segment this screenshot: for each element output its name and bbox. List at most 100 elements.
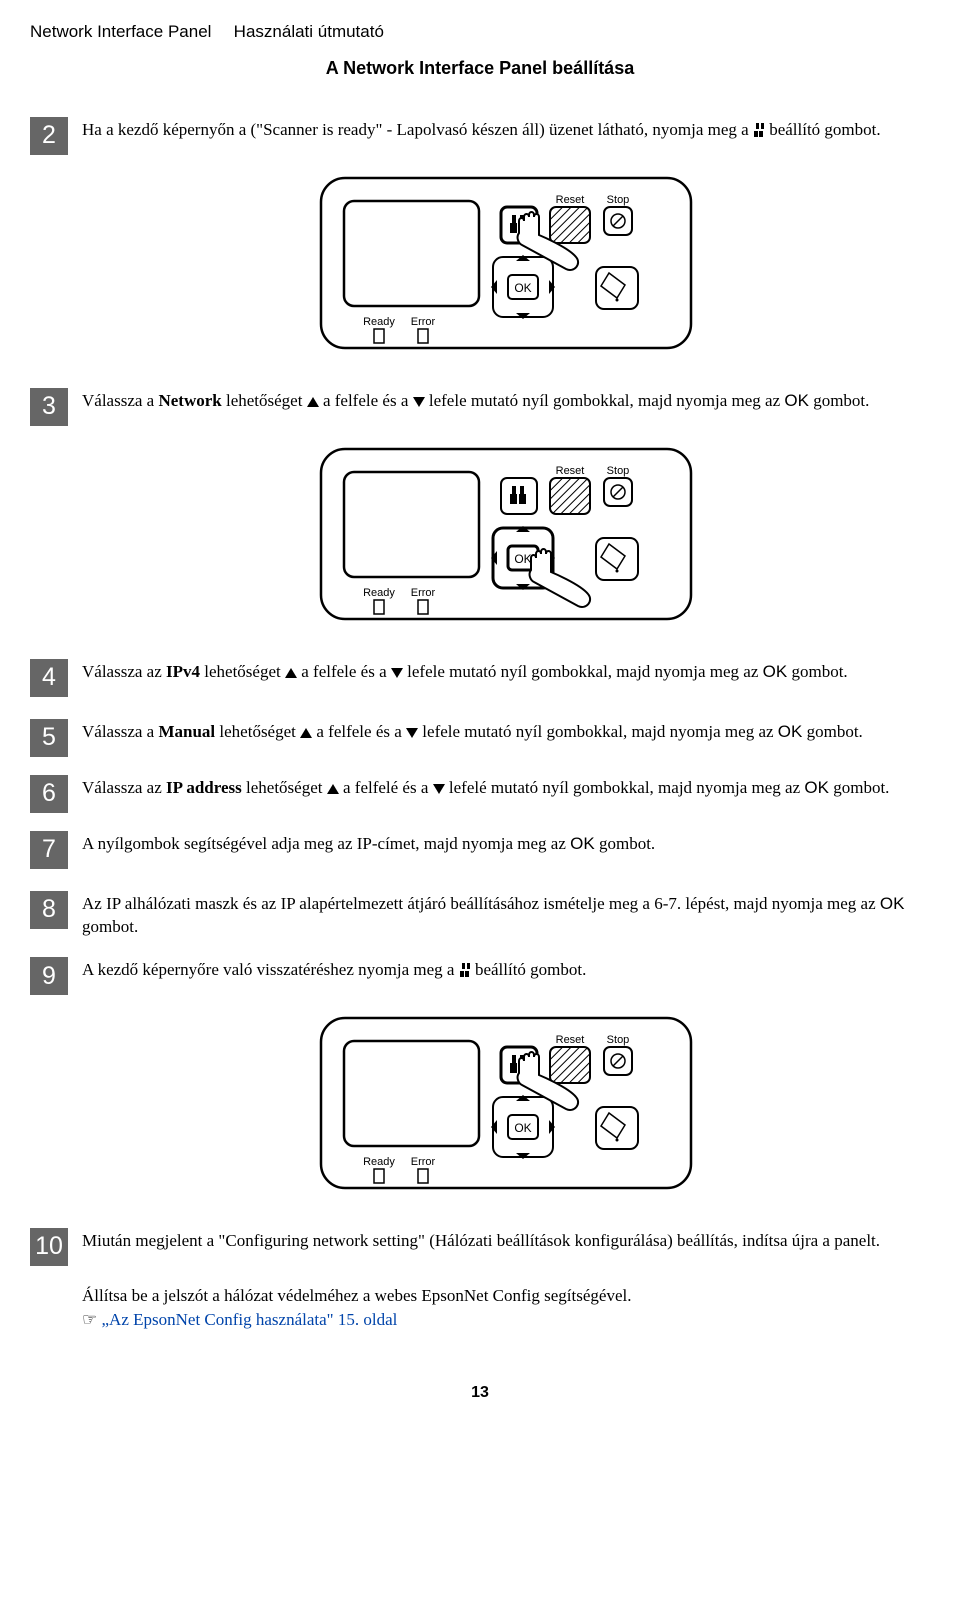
step-6: 6 Válassza az IP address lehetőséget a f… — [82, 775, 930, 813]
panel-figure-1: Ready Error Reset Stop — [82, 173, 930, 360]
note-block: Állítsa be a jelszót a hálózat védelméhe… — [82, 1284, 930, 1332]
step-5: 5 Válassza a Manual lehetőséget a felfel… — [82, 719, 930, 757]
step-number: 7 — [30, 831, 68, 869]
down-arrow-icon — [406, 728, 418, 738]
step-text: lefelé mutató nyíl gombokkal, majd nyomj… — [445, 778, 805, 797]
step-sans: OK — [763, 662, 788, 681]
step-number: 6 — [30, 775, 68, 813]
step-2: 2 Ha a kezdő képernyőn a ("Scanner is re… — [82, 117, 930, 155]
step-bold: IP address — [166, 778, 242, 797]
step-text: gombot. — [802, 722, 862, 741]
up-arrow-icon — [285, 668, 297, 678]
step-sans: OK — [880, 894, 905, 913]
step-text: A nyílgombok segítségével adja meg az IP… — [82, 834, 570, 853]
step-body: A nyílgombok segítségével adja meg az IP… — [82, 831, 930, 856]
up-arrow-icon — [307, 397, 319, 407]
step-text: Válassza a — [82, 391, 158, 410]
ok-label: OK — [514, 1121, 531, 1135]
ok-label: OK — [514, 552, 531, 566]
step-9: 9 A kezdő képernyőre való visszatéréshez… — [82, 957, 930, 995]
step-body: Válassza az IPv4 lehetőséget a felfele é… — [82, 659, 930, 684]
step-text: lefele mutató nyíl gombokkal, majd nyomj… — [403, 662, 763, 681]
step-text: Válassza az — [82, 778, 166, 797]
step-bold: Manual — [158, 722, 215, 741]
step-number: 10 — [30, 1228, 68, 1266]
step-body: Az IP alhálózati maszk és az IP alapérte… — [82, 891, 930, 940]
step-text: a felfele és a — [312, 722, 406, 741]
step-7: 7 A nyílgombok segítségével adja meg az … — [82, 831, 930, 869]
step-3: 3 Válassza a Network lehetőséget a felfe… — [82, 388, 930, 426]
stop-label: Stop — [607, 465, 630, 477]
step-sans: OK — [784, 391, 809, 410]
step-body: Válassza az IP address lehetőséget a fel… — [82, 775, 930, 800]
step-body: Miután megjelent a "Configuring network … — [82, 1228, 930, 1253]
step-text: Ha a kezdő képernyőn a ("Scanner is read… — [82, 120, 753, 139]
step-body: A kezdő képernyőre való visszatéréshez n… — [82, 957, 930, 982]
step-sans: OK — [778, 722, 803, 741]
step-body: Válassza a Network lehetőséget a felfele… — [82, 388, 930, 413]
section-title: A Network Interface Panel beállítása — [30, 56, 930, 81]
step-text: gombot. — [809, 391, 869, 410]
step-bold: IPv4 — [166, 662, 200, 681]
page-header: Network Interface Panel Használati útmut… — [30, 20, 930, 44]
step-text: Válassza az — [82, 662, 166, 681]
step-8: 8 Az IP alhálózati maszk és az IP alapér… — [82, 891, 930, 940]
panel-figure-3: Ready Error Reset Stop OK — [82, 1013, 930, 1200]
pointer-icon: ☞ — [82, 1310, 97, 1329]
reset-label: Reset — [556, 465, 585, 477]
step-text: gombot. — [829, 778, 889, 797]
down-arrow-icon — [413, 397, 425, 407]
note-line1: Állítsa be a jelszót a hálózat védelméhe… — [82, 1284, 930, 1308]
step-text: gombot. — [82, 917, 138, 936]
step-10: 10 Miután megjelent a "Configuring netwo… — [82, 1228, 930, 1266]
step-4: 4 Válassza az IPv4 lehetőséget a felfele… — [82, 659, 930, 697]
reset-label: Reset — [556, 194, 585, 206]
step-text: gombot. — [787, 662, 847, 681]
ready-label: Ready — [363, 1156, 395, 1168]
step-text: Miután megjelent a "Configuring network … — [82, 1229, 930, 1253]
panel-figure-2: Ready Error Reset Stop OK — [82, 444, 930, 631]
step-sans: OK — [804, 778, 829, 797]
reset-label: Reset — [556, 1034, 585, 1046]
step-text: lehetőséget — [215, 722, 300, 741]
step-text: Válassza a — [82, 722, 158, 741]
ready-label: Ready — [363, 316, 395, 328]
page-number: 13 — [30, 1382, 930, 1404]
product-name: Network Interface Panel — [30, 22, 211, 41]
step-text: lehetőséget — [200, 662, 285, 681]
step-text: beállító gombot. — [765, 120, 881, 139]
error-label: Error — [411, 587, 436, 599]
error-label: Error — [411, 316, 436, 328]
step-text: beállító gombot. — [471, 960, 587, 979]
step-text: lehetőséget — [222, 391, 307, 410]
up-arrow-icon — [300, 728, 312, 738]
step-body: Ha a kezdő képernyőn a ("Scanner is read… — [82, 117, 930, 142]
step-text: a felfelé és a — [339, 778, 433, 797]
step-text: lefele mutató nyíl gombokkal, majd nyomj… — [418, 722, 778, 741]
step-number: 3 — [30, 388, 68, 426]
manual-type: Használati útmutató — [234, 22, 384, 41]
step-text: lehetőséget — [242, 778, 327, 797]
step-number: 8 — [30, 891, 68, 929]
step-text: a felfele és a — [297, 662, 391, 681]
up-arrow-icon — [327, 784, 339, 794]
step-number: 9 — [30, 957, 68, 995]
cross-reference-link[interactable]: „Az EpsonNet Config használata" 15. olda… — [102, 1310, 398, 1329]
stop-label: Stop — [607, 1034, 630, 1046]
step-number: 4 — [30, 659, 68, 697]
step-text: A kezdő képernyőre való visszatéréshez n… — [82, 960, 459, 979]
step-text: a felfele és a — [319, 391, 413, 410]
settings-icon — [753, 123, 765, 137]
ok-label: OK — [514, 281, 531, 295]
error-label: Error — [411, 1156, 436, 1168]
ready-label: Ready — [363, 587, 395, 599]
stop-label: Stop — [607, 194, 630, 206]
step-bold: Network — [158, 391, 221, 410]
down-arrow-icon — [391, 668, 403, 678]
step-number: 2 — [30, 117, 68, 155]
step-body: Válassza a Manual lehetőséget a felfele … — [82, 719, 930, 744]
step-sans: OK — [570, 834, 595, 853]
step-number: 5 — [30, 719, 68, 757]
down-arrow-icon — [433, 784, 445, 794]
step-text: Az IP alhálózati maszk és az IP alapérte… — [82, 894, 880, 913]
